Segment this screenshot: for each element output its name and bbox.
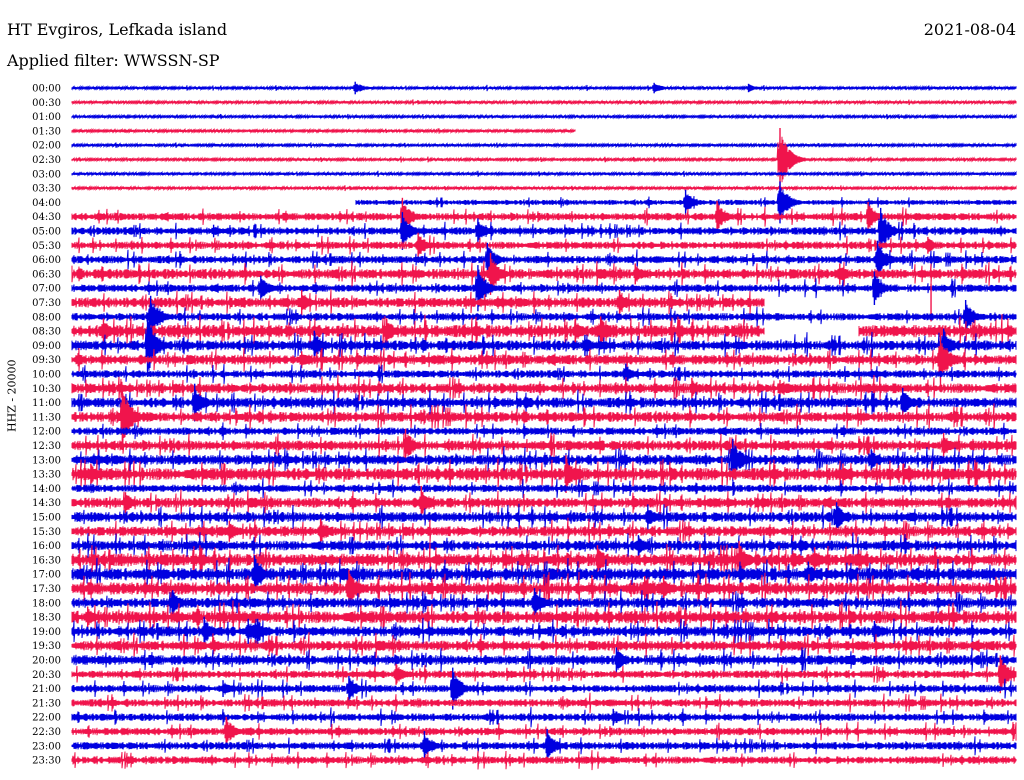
trace-row: [71, 672, 1017, 705]
row-label: 02:00: [32, 141, 61, 152]
row-label: 10:00: [32, 370, 61, 381]
trace-row: [71, 517, 1017, 545]
trace-row: [71, 388, 1017, 417]
trace-row: [71, 733, 1017, 759]
trace-row: [71, 589, 1017, 617]
row-label: 03:30: [32, 184, 61, 195]
row-label: 05:30: [32, 241, 61, 252]
trace-row: [71, 259, 1017, 289]
row-label: 14:00: [32, 484, 61, 495]
row-label: 23:00: [32, 741, 61, 752]
trace-row: [71, 374, 1017, 402]
row-label: 02:30: [32, 155, 61, 166]
row-label: 22:00: [32, 713, 61, 724]
row-label: 09:00: [32, 341, 61, 352]
row-label: 06:30: [32, 269, 61, 280]
trace-row: [71, 303, 1017, 331]
trace-row: [71, 707, 1017, 728]
trace-row: [71, 478, 1017, 499]
row-label: 07:30: [32, 298, 61, 309]
trace-row: [71, 364, 1017, 384]
row-label: 13:30: [32, 470, 61, 481]
trace-row: [71, 83, 1017, 93]
trace-row: [71, 314, 1017, 349]
row-label: 15:30: [32, 527, 61, 538]
station-title: HT Evgiros, Lefkada island: [7, 20, 228, 39]
row-label: 08:00: [32, 312, 61, 323]
trace-row: [71, 113, 1017, 120]
row-label: 06:00: [32, 255, 61, 266]
row-label: 22:30: [32, 727, 61, 738]
row-label: 19:30: [32, 641, 61, 652]
row-label: 09:30: [32, 355, 61, 366]
row-label: 21:30: [32, 698, 61, 709]
row-label: 05:00: [32, 227, 61, 238]
row-label: 00:00: [32, 84, 61, 95]
trace-row: [71, 422, 1017, 441]
trace-row: [71, 213, 1017, 249]
row-label: 20:30: [32, 670, 61, 681]
trace-row: [71, 246, 1017, 274]
trace-row: [71, 343, 1017, 377]
row-label: 15:00: [32, 513, 61, 524]
row-label: 10:30: [32, 384, 61, 395]
record-date: 2021-08-04: [923, 20, 1016, 39]
trace-row: [71, 184, 1017, 192]
row-label: 04:00: [32, 198, 61, 209]
trace-row: [71, 489, 1017, 517]
row-label: 21:00: [32, 684, 61, 695]
trace-row: [71, 571, 1017, 606]
trace-row: [71, 503, 1017, 531]
row-label: 19:00: [32, 627, 61, 638]
row-label: 17:30: [32, 584, 61, 595]
row-label: 12:00: [32, 427, 61, 438]
row-label: 01:30: [32, 126, 61, 137]
trace-row: [71, 632, 1017, 660]
trace-row: [71, 718, 1017, 745]
row-label: 11:30: [32, 412, 61, 423]
row-label: 20:00: [32, 656, 61, 667]
row-label: 18:00: [32, 598, 61, 609]
row-label: 17:00: [32, 570, 61, 581]
trace-row: [71, 750, 1017, 771]
trace-row: [71, 235, 1017, 256]
trace-row: [71, 127, 576, 135]
trace-row: [71, 289, 765, 316]
row-label: 16:00: [32, 541, 61, 552]
row-label: 01:00: [32, 112, 61, 123]
trace-row: [71, 659, 1017, 690]
trace-row: [71, 269, 1017, 307]
row-label: 08:30: [32, 327, 61, 338]
row-label: 00:30: [32, 98, 61, 109]
trace-row: [71, 647, 1017, 673]
row-label: 04:30: [32, 212, 61, 223]
row-label: 11:00: [32, 398, 61, 409]
trace-row: [71, 393, 1017, 441]
trace-row: [71, 457, 1017, 491]
row-label: 03:00: [32, 169, 61, 180]
trace-row: [71, 617, 1017, 646]
row-label: 13:00: [32, 455, 61, 466]
trace-row: [71, 432, 1017, 459]
trace-row: [71, 170, 1017, 178]
row-label: 07:00: [32, 284, 61, 295]
trace-row: [71, 135, 1017, 184]
row-label: 18:30: [32, 613, 61, 624]
row-label: 23:30: [32, 756, 61, 767]
row-label: 14:30: [32, 498, 61, 509]
trace-row: [71, 203, 1017, 231]
trace-row: [71, 600, 1017, 634]
trace-row: [71, 320, 1017, 371]
row-label: 12:30: [32, 441, 61, 452]
trace-row: [71, 532, 1017, 559]
filter-label: Applied filter: WWSSN-SP: [7, 51, 220, 70]
trace-row: [71, 692, 1017, 714]
trace-row: [71, 444, 1017, 475]
row-label: 16:30: [32, 555, 61, 566]
trace-row: [71, 99, 1017, 106]
trace-row: [71, 142, 1017, 149]
